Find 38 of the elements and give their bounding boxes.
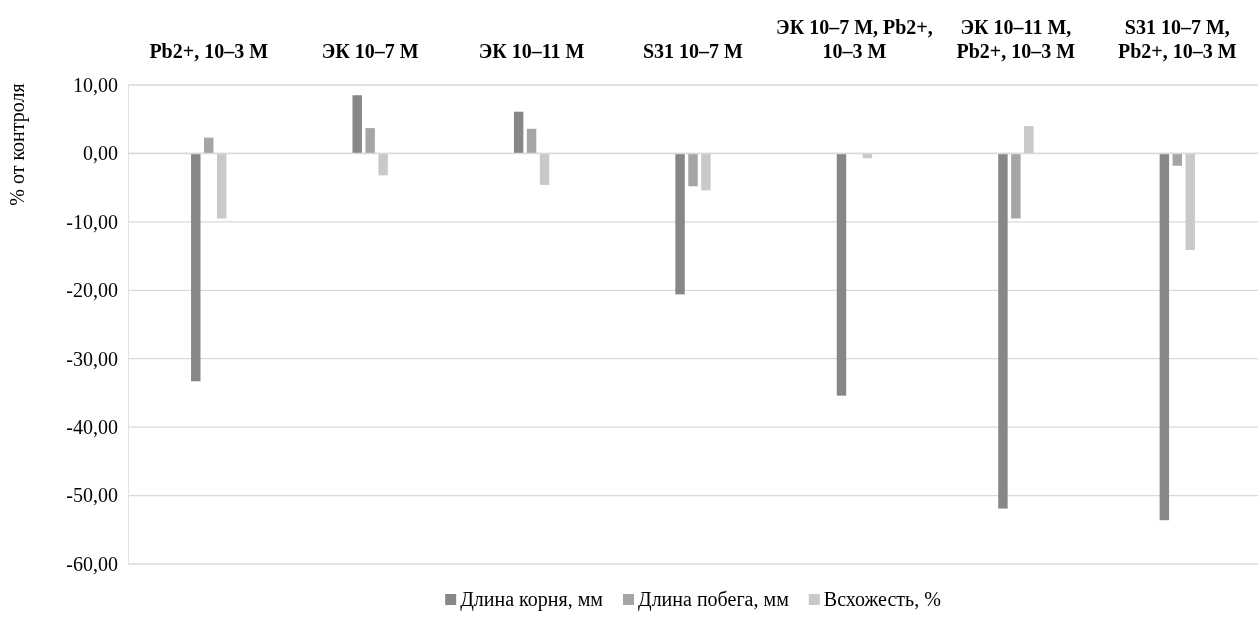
x-tick-label: ЭК 10–11 М, Pb2+, 10–3 М — [956, 16, 1076, 62]
bar — [513, 111, 524, 154]
bar — [998, 153, 1008, 509]
x-tick-label: Pb2+, 10–3 М — [149, 40, 269, 62]
x-tick-label: ЭК 10–7 М, Pb2+, 10–3 М — [776, 16, 933, 62]
y-tick-label: 10,00 — [73, 73, 118, 96]
x-tick-label: ЭК 10–11 М — [478, 40, 585, 62]
bar — [365, 128, 375, 154]
legend-label: Длина корня, мм — [460, 588, 604, 611]
x-tick-label: ЭК 10–7 М — [321, 40, 419, 62]
bar — [1024, 126, 1034, 154]
y-tick-label: -20,00 — [66, 279, 118, 302]
y-tick-label: -50,00 — [66, 484, 118, 507]
bar — [1172, 153, 1182, 166]
y-tick-label: 0,00 — [83, 142, 118, 165]
bar — [675, 153, 685, 295]
x-tick-label: S31 10–7 М — [643, 40, 744, 62]
bar — [701, 153, 711, 191]
bar — [203, 137, 214, 154]
y-tick-label: -60,00 — [66, 552, 118, 575]
bar — [378, 153, 388, 176]
y-tick-label: -30,00 — [66, 347, 118, 370]
legend-label: Длина побега, мм — [638, 588, 790, 611]
x-tick-label: S31 10–7 М, Pb2+, 10–3 М — [1117, 16, 1237, 62]
bar — [216, 153, 227, 219]
y-tick-label: -40,00 — [66, 416, 118, 439]
bar — [526, 128, 537, 154]
bar — [688, 153, 698, 187]
bar — [1011, 153, 1021, 219]
bar — [191, 153, 201, 382]
y-tick-label: -10,00 — [66, 210, 118, 233]
bar — [836, 153, 847, 396]
bar — [539, 153, 550, 185]
bar — [1159, 153, 1170, 521]
bar — [352, 95, 362, 154]
legend-label: Всхожесть, % — [823, 588, 941, 610]
y-axis-title: % от контроля — [6, 83, 29, 206]
bar — [1185, 153, 1195, 250]
